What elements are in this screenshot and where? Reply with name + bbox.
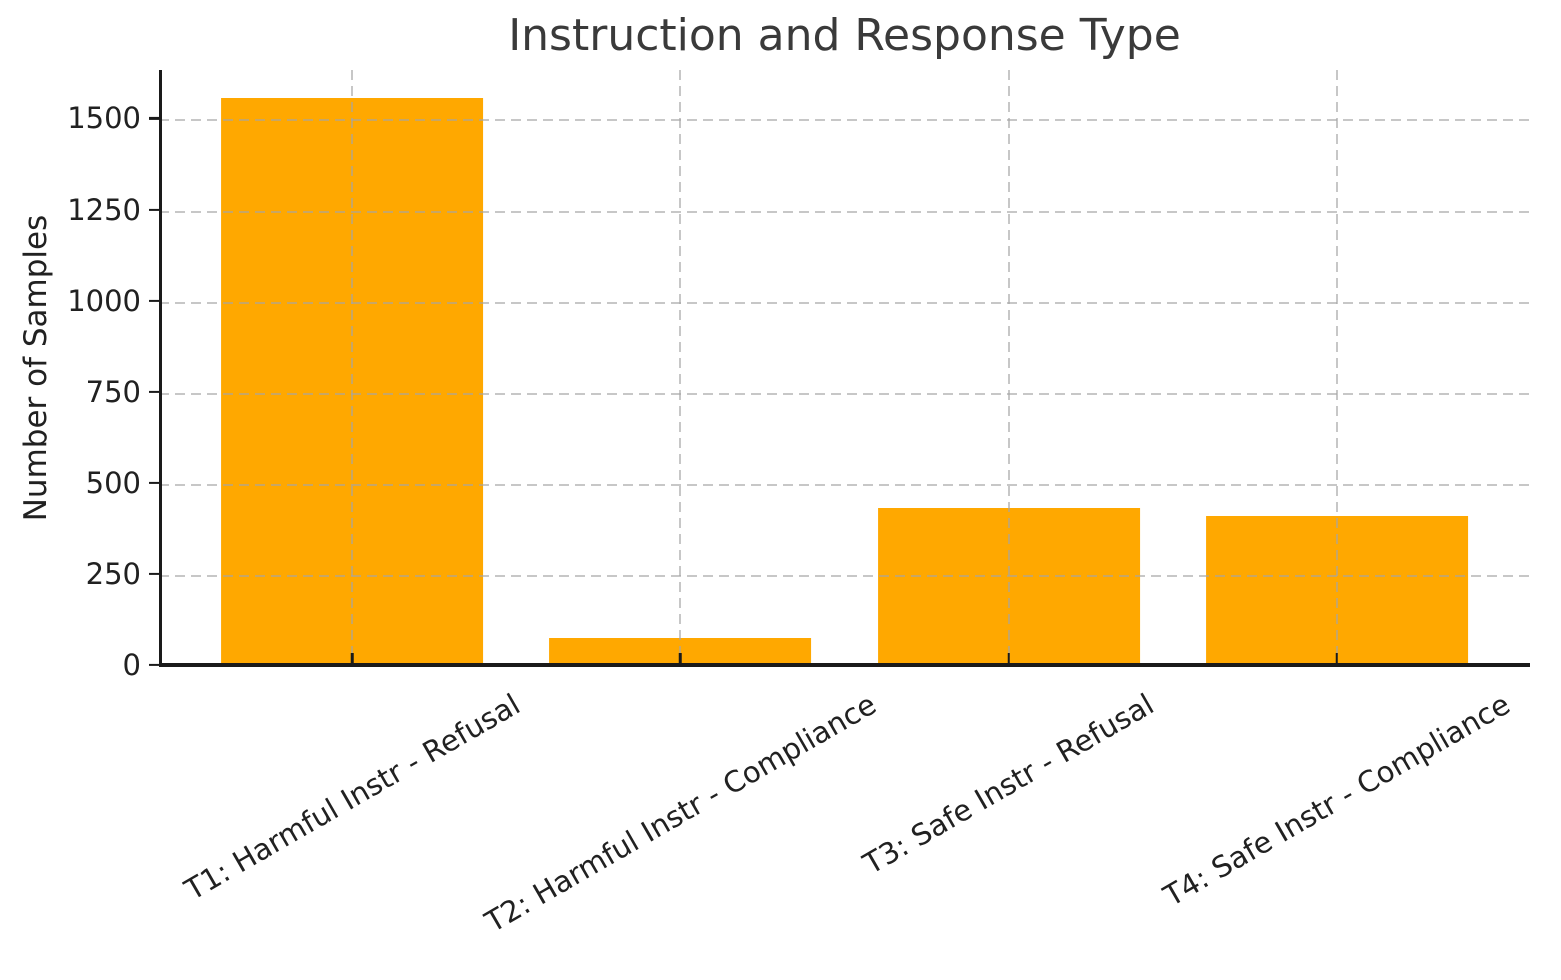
x-axis-spine (159, 663, 1530, 667)
y-tick-label-1250: 1250 (67, 192, 141, 227)
y-tick-label-1000: 1000 (67, 283, 141, 318)
y-tick-label-area: 0 250 500 750 1000 1250 1500 (0, 70, 141, 682)
y-tick-mark-1000 (149, 299, 160, 302)
h-gridline-250 (159, 574, 1530, 577)
x-tick-label-area: T1: Harmful Instr - Refusal T2: Harmful I… (159, 687, 1530, 977)
v-gridline-3 (1007, 70, 1010, 665)
y-tick-mark-500 (149, 481, 160, 484)
plot-area (149, 70, 1530, 667)
x-tick-label-4: T4: Safe Instr - Compliance (1157, 687, 1516, 914)
y-tick-mark-250 (149, 572, 160, 575)
x-tick-label-2: T2: Harmful Instr - Compliance (479, 686, 882, 939)
h-gridline-1250 (159, 210, 1530, 213)
v-gridline-4 (1335, 70, 1338, 665)
y-tick-label-500: 500 (85, 465, 141, 500)
x-tick-mark-4 (1335, 653, 1339, 663)
y-tick-label-250: 250 (85, 556, 141, 591)
x-tick-mark-1 (350, 653, 354, 663)
y-tick-label-0: 0 (122, 648, 141, 682)
y-tick-mark-1500 (149, 117, 160, 120)
x-tick-label-1: T1: Harmful Instr - Refusal (178, 687, 526, 907)
x-tick-mark-2 (679, 653, 682, 663)
x-tick-mark-3 (1007, 653, 1010, 663)
h-gridline-1000 (159, 301, 1530, 304)
y-tick-mark-1250 (149, 208, 160, 211)
h-gridline-750 (159, 392, 1530, 395)
h-gridline-500 (159, 483, 1530, 486)
x-tick-label-3: T3: Safe Instr - Refusal (857, 686, 1160, 881)
h-gridline-1500 (159, 119, 1530, 122)
y-tick-mark-0 (149, 663, 160, 667)
y-tick-label-750: 750 (85, 374, 141, 409)
y-tick-mark-750 (149, 390, 160, 393)
v-gridline-1 (351, 70, 354, 665)
y-tick-label-1500: 1500 (67, 101, 141, 136)
chart-title: Instruction and Response Type (508, 10, 1181, 61)
y-axis-spine (159, 70, 162, 667)
v-gridline-2 (679, 70, 682, 665)
